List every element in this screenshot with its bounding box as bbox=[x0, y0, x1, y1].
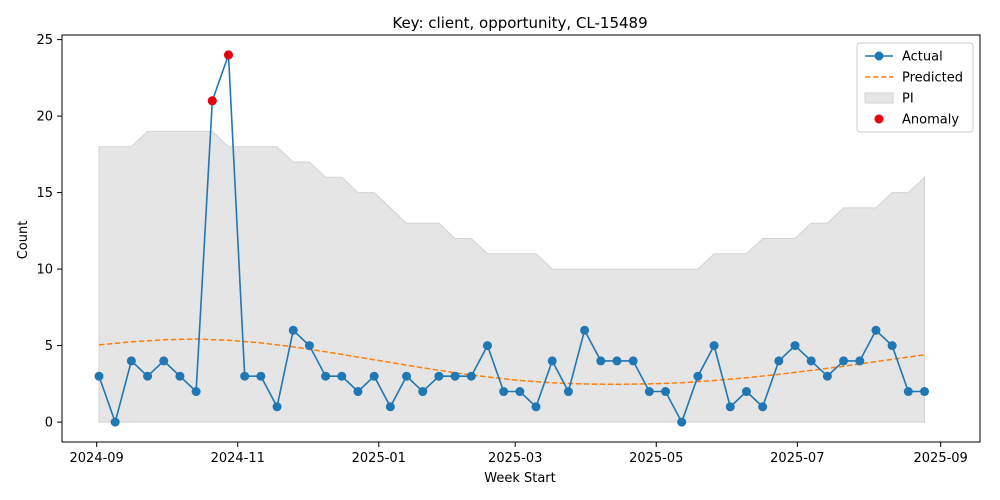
actual-point bbox=[612, 356, 622, 366]
axes: 2024-09 2024-11 2025-01 2025-03 2025-05 2025-… bbox=[36, 33, 981, 466]
actual-point bbox=[596, 356, 606, 366]
actual-point bbox=[855, 356, 865, 366]
series-pi-band bbox=[98, 130, 925, 423]
actual-point bbox=[709, 341, 719, 351]
actual-point bbox=[110, 417, 120, 427]
actual-point bbox=[385, 402, 395, 412]
actual-point bbox=[531, 402, 541, 412]
actual-point bbox=[790, 341, 800, 351]
actual-point bbox=[839, 356, 849, 366]
x-tick-label: 2025-07 bbox=[770, 451, 824, 466]
actual-point bbox=[822, 371, 832, 381]
x-tick-label: 2025-09 bbox=[914, 451, 968, 466]
actual-point bbox=[871, 325, 881, 335]
y-tick-label: 25 bbox=[36, 33, 53, 48]
series-actual-line bbox=[98, 54, 925, 425]
actual-point bbox=[143, 371, 153, 381]
actual-point bbox=[304, 341, 314, 351]
actual-point bbox=[661, 387, 671, 397]
x-tick-label: 2024-09 bbox=[70, 451, 124, 466]
actual-point bbox=[563, 387, 573, 397]
actual-point bbox=[482, 341, 492, 351]
y-tick-label: 15 bbox=[36, 186, 53, 201]
actual-point bbox=[580, 325, 590, 335]
actual-point bbox=[353, 387, 363, 397]
actual-point bbox=[159, 356, 169, 366]
legend-anomaly-swatch bbox=[874, 114, 884, 124]
actual-point bbox=[94, 371, 104, 381]
legend-actual-marker bbox=[874, 51, 884, 61]
y-tick-label: 5 bbox=[45, 339, 53, 354]
actual-point bbox=[450, 371, 460, 381]
actual-point bbox=[272, 402, 282, 412]
axes-frame bbox=[61, 34, 981, 443]
actual-point bbox=[418, 387, 428, 397]
actual-point bbox=[741, 387, 751, 397]
y-axis-title: Count bbox=[16, 221, 31, 260]
actual-point bbox=[887, 341, 897, 351]
actual-point bbox=[191, 387, 201, 397]
legend-label: Actual bbox=[902, 50, 943, 65]
actual-point bbox=[288, 325, 298, 335]
x-tick-label: 2025-05 bbox=[629, 451, 683, 466]
series-predicted-line bbox=[98, 338, 925, 386]
actual-point bbox=[402, 371, 412, 381]
actual-point bbox=[126, 356, 136, 366]
anomaly-point bbox=[207, 96, 217, 106]
actual-point bbox=[677, 417, 687, 427]
x-tick-label: 2024-11 bbox=[211, 451, 265, 466]
legend: Actual Predicted PI Anomaly bbox=[856, 42, 974, 133]
actual-point bbox=[321, 371, 331, 381]
anomaly-point bbox=[223, 50, 233, 60]
actual-point bbox=[920, 387, 929, 397]
actual-point bbox=[806, 356, 816, 366]
x-tick-label: 2025-01 bbox=[352, 451, 406, 466]
actual-point bbox=[337, 371, 347, 381]
plot-area bbox=[94, 50, 929, 427]
actual-point bbox=[547, 356, 557, 366]
legend-label: PI bbox=[902, 92, 914, 107]
chart-title: Key: client, opportunity, CL-15489 bbox=[392, 14, 647, 32]
x-tick-label: 2025-03 bbox=[488, 451, 542, 466]
legend-label: Anomaly bbox=[902, 113, 959, 128]
y-tick-label: 20 bbox=[36, 110, 53, 125]
actual-point bbox=[725, 402, 735, 412]
actual-point bbox=[369, 371, 379, 381]
actual-point bbox=[175, 371, 185, 381]
actual-point bbox=[466, 371, 476, 381]
actual-point bbox=[499, 387, 509, 397]
actual-point bbox=[515, 387, 525, 397]
legend-box bbox=[856, 42, 974, 133]
y-tick-label: 10 bbox=[36, 263, 53, 278]
actual-point bbox=[758, 402, 768, 412]
actual-point bbox=[240, 371, 250, 381]
actual-point bbox=[628, 356, 638, 366]
legend-label: Predicted bbox=[902, 71, 963, 86]
y-tick-label: 0 bbox=[45, 416, 53, 431]
actual-point bbox=[693, 371, 703, 381]
x-axis-title: Week Start bbox=[484, 471, 556, 486]
actual-point bbox=[903, 387, 913, 397]
legend-pi-swatch bbox=[864, 92, 894, 104]
actual-point bbox=[774, 356, 784, 366]
actual-point bbox=[644, 387, 654, 397]
actual-point bbox=[256, 371, 266, 381]
actual-point bbox=[434, 371, 444, 381]
